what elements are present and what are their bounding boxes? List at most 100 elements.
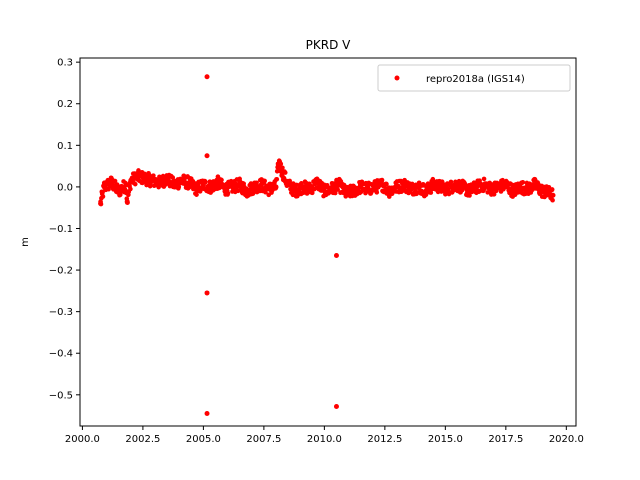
data-point — [118, 192, 123, 198]
data-point — [144, 182, 149, 188]
data-point — [409, 181, 415, 187]
y-tick-label: −0.3 — [49, 307, 73, 318]
data-point — [550, 197, 555, 203]
legend: repro2018a (IGS14) — [377, 64, 571, 92]
data-point — [200, 182, 206, 188]
data-point — [374, 190, 380, 195]
axes-frame — [79, 57, 577, 427]
data-point — [430, 182, 436, 188]
data-point — [333, 403, 339, 409]
data-point — [474, 184, 480, 190]
data-point — [496, 184, 502, 190]
legend-box — [377, 64, 571, 92]
data-point — [428, 190, 434, 195]
data-point — [314, 180, 320, 186]
x-tick-label: 2012.5 — [367, 434, 402, 445]
y-tick-label: 0.2 — [57, 99, 73, 110]
x-tick-label: 2017.5 — [488, 434, 523, 445]
data-point — [156, 184, 161, 190]
y-tick-label: −0.4 — [49, 349, 73, 360]
data-point — [101, 184, 107, 190]
data-point — [517, 184, 523, 190]
y-tick-label: −0.1 — [49, 224, 73, 235]
data-point — [292, 188, 298, 194]
data-point — [384, 181, 389, 187]
x-tick-label: 2007.5 — [246, 434, 281, 445]
data-point — [550, 192, 556, 198]
data-point — [379, 182, 385, 188]
data-point — [379, 177, 385, 183]
data-point — [204, 74, 210, 80]
data-point — [157, 180, 163, 186]
data-point — [372, 184, 378, 190]
plot-area — [98, 74, 556, 417]
data-point — [262, 178, 267, 184]
data-point — [204, 290, 210, 296]
y-axis-label: m — [20, 237, 31, 247]
data-point — [150, 178, 156, 184]
data-point — [332, 190, 338, 196]
data-point — [222, 186, 228, 192]
data-point — [128, 178, 134, 184]
data-point — [333, 253, 339, 259]
y-tick-label: 0.1 — [57, 141, 73, 152]
data-point — [520, 179, 526, 185]
data-point — [525, 186, 531, 192]
data-point — [98, 201, 104, 207]
data-point — [510, 188, 516, 194]
data-point — [112, 178, 118, 184]
data-point — [459, 184, 465, 190]
data-point — [350, 188, 356, 194]
x-tick-label: 2010.0 — [307, 434, 342, 445]
data-point — [229, 184, 235, 190]
data-point — [179, 178, 185, 184]
data-point — [408, 186, 414, 192]
data-point — [549, 187, 555, 192]
data-point — [285, 182, 291, 188]
data-point — [445, 186, 451, 192]
chart-title: PKRD V — [306, 38, 351, 52]
series-points — [98, 74, 556, 417]
x-tick-label: 2002.5 — [125, 434, 160, 445]
data-point — [416, 184, 422, 190]
data-point — [244, 188, 250, 194]
data-point — [452, 182, 458, 188]
data-point — [128, 186, 133, 192]
data-point — [329, 186, 335, 192]
data-point — [401, 182, 407, 188]
data-point — [193, 186, 199, 192]
data-point — [294, 182, 299, 188]
x-axis: 2000.0 2002.5 2005.0 2007.5 2010.0 2012.5 2015… — [65, 426, 584, 445]
data-point — [194, 192, 199, 197]
data-point — [204, 153, 210, 159]
data-point — [237, 182, 243, 188]
data-point — [539, 188, 545, 194]
data-point — [277, 159, 283, 165]
data-point — [335, 187, 340, 192]
data-point — [467, 193, 472, 198]
data-point — [532, 182, 538, 188]
data-point — [438, 184, 444, 190]
data-point — [266, 186, 272, 192]
data-point — [321, 188, 327, 194]
data-point — [164, 176, 170, 182]
data-point — [467, 188, 473, 194]
data-point — [309, 190, 315, 196]
data-point — [481, 182, 487, 188]
data-point — [274, 176, 280, 182]
data-point — [481, 176, 487, 182]
data-point — [135, 174, 141, 180]
data-point — [142, 176, 148, 182]
legend-marker — [394, 75, 400, 81]
data-point — [215, 180, 221, 186]
y-tick-label: 0.0 — [57, 182, 73, 193]
data-point — [132, 181, 138, 187]
legend-entry: repro2018a (IGS14) — [426, 74, 525, 85]
data-point — [282, 170, 288, 175]
data-point — [176, 184, 182, 190]
x-tick-label: 2020.0 — [549, 434, 584, 445]
data-point — [488, 186, 494, 192]
data-point — [186, 180, 192, 186]
data-point — [116, 188, 122, 194]
